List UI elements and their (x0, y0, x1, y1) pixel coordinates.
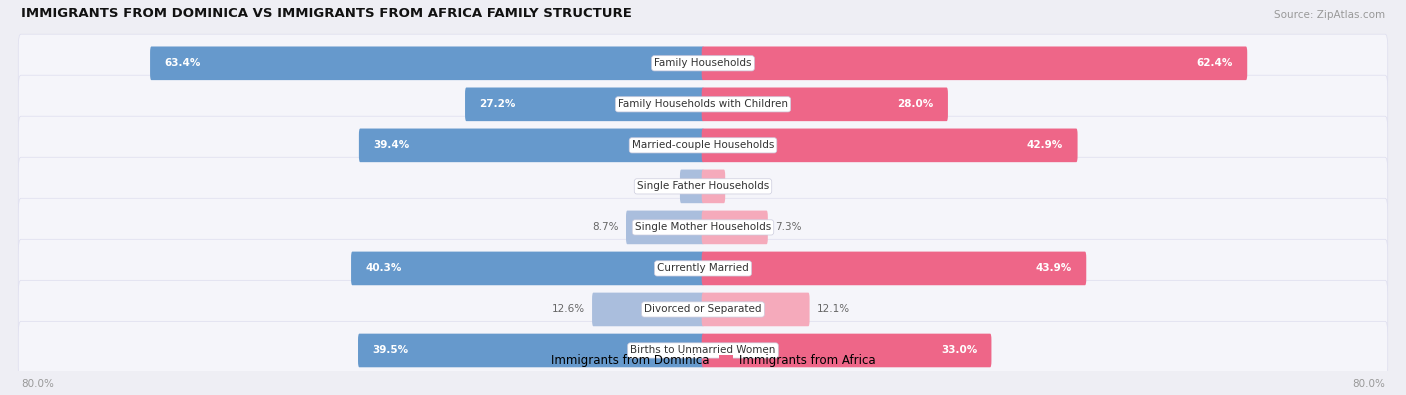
Text: 28.0%: 28.0% (897, 99, 934, 109)
Text: 63.4%: 63.4% (165, 58, 201, 68)
Text: 2.5%: 2.5% (645, 181, 672, 191)
Text: Single Mother Households: Single Mother Households (636, 222, 770, 232)
Text: 80.0%: 80.0% (1353, 379, 1385, 389)
FancyBboxPatch shape (702, 334, 991, 367)
Text: 43.9%: 43.9% (1036, 263, 1071, 273)
FancyBboxPatch shape (702, 169, 725, 203)
Text: Source: ZipAtlas.com: Source: ZipAtlas.com (1274, 10, 1385, 20)
Text: Family Households: Family Households (654, 58, 752, 68)
Text: 62.4%: 62.4% (1197, 58, 1233, 68)
Text: 39.5%: 39.5% (373, 346, 409, 356)
Text: 27.2%: 27.2% (479, 99, 516, 109)
FancyBboxPatch shape (359, 334, 704, 367)
FancyBboxPatch shape (352, 252, 704, 285)
FancyBboxPatch shape (18, 34, 1388, 92)
Text: IMMIGRANTS FROM DOMINICA VS IMMIGRANTS FROM AFRICA FAMILY STRUCTURE: IMMIGRANTS FROM DOMINICA VS IMMIGRANTS F… (21, 7, 631, 20)
FancyBboxPatch shape (18, 280, 1388, 339)
FancyBboxPatch shape (681, 169, 704, 203)
Text: Married-couple Households: Married-couple Households (631, 140, 775, 150)
FancyBboxPatch shape (702, 293, 810, 326)
FancyBboxPatch shape (702, 47, 1247, 80)
Text: Currently Married: Currently Married (657, 263, 749, 273)
FancyBboxPatch shape (18, 157, 1388, 216)
FancyBboxPatch shape (702, 128, 1077, 162)
FancyBboxPatch shape (702, 252, 1087, 285)
FancyBboxPatch shape (18, 198, 1388, 256)
FancyBboxPatch shape (18, 239, 1388, 297)
Text: Family Households with Children: Family Households with Children (619, 99, 787, 109)
Text: 7.3%: 7.3% (775, 222, 801, 232)
Text: 42.9%: 42.9% (1026, 140, 1063, 150)
Text: 8.7%: 8.7% (592, 222, 619, 232)
Text: Single Father Households: Single Father Households (637, 181, 769, 191)
FancyBboxPatch shape (18, 116, 1388, 175)
FancyBboxPatch shape (626, 211, 704, 244)
FancyBboxPatch shape (592, 293, 704, 326)
FancyBboxPatch shape (18, 75, 1388, 134)
FancyBboxPatch shape (702, 211, 768, 244)
Text: Divorced or Separated: Divorced or Separated (644, 305, 762, 314)
Text: 12.1%: 12.1% (817, 305, 851, 314)
Legend: Immigrants from Dominica, Immigrants from Africa: Immigrants from Dominica, Immigrants fro… (526, 350, 880, 372)
FancyBboxPatch shape (465, 88, 704, 121)
Text: 12.6%: 12.6% (551, 305, 585, 314)
Text: 39.4%: 39.4% (373, 140, 409, 150)
Text: 33.0%: 33.0% (941, 346, 977, 356)
FancyBboxPatch shape (702, 88, 948, 121)
Text: 2.4%: 2.4% (733, 181, 759, 191)
Text: 40.3%: 40.3% (366, 263, 402, 273)
Text: 80.0%: 80.0% (21, 379, 53, 389)
FancyBboxPatch shape (359, 128, 704, 162)
FancyBboxPatch shape (150, 47, 704, 80)
FancyBboxPatch shape (18, 322, 1388, 380)
Text: Births to Unmarried Women: Births to Unmarried Women (630, 346, 776, 356)
